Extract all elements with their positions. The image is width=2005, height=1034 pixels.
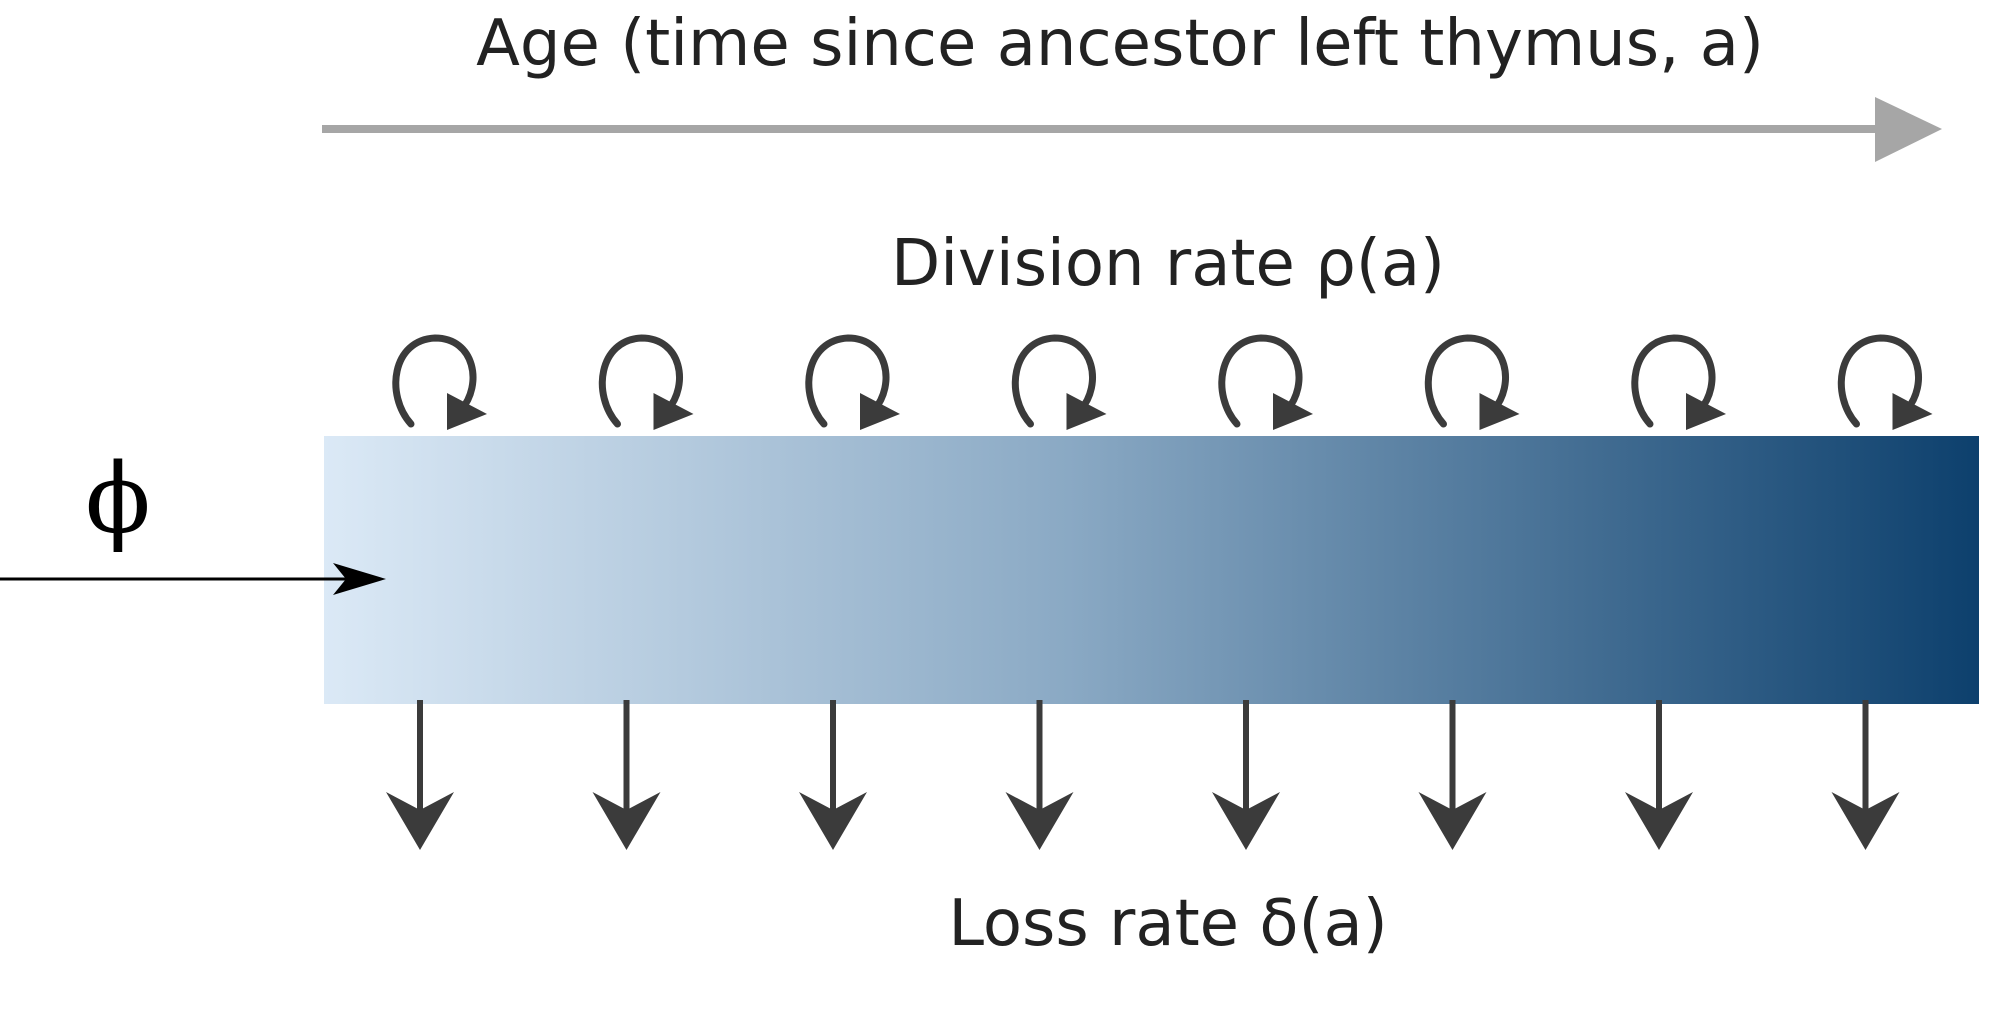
loss-arrow-head bbox=[799, 792, 867, 850]
division-loop-arrowhead bbox=[1273, 393, 1313, 430]
loss-arrow-head bbox=[592, 792, 661, 850]
age-axis-label: Age (time since ancestor left thymus, a) bbox=[476, 7, 1764, 81]
division-loop-arc bbox=[1631, 334, 1716, 428]
division-loop-icon bbox=[1218, 334, 1313, 430]
loss-arrow bbox=[799, 700, 867, 850]
influx-arrow-head bbox=[333, 563, 386, 595]
division-loop-icon bbox=[1631, 334, 1726, 430]
division-loop-arrowhead bbox=[653, 393, 694, 430]
loss-arrows bbox=[386, 700, 1900, 850]
division-loop-arrowhead bbox=[1066, 393, 1107, 430]
division-loop-arc bbox=[805, 334, 890, 428]
influx-arrow bbox=[0, 563, 386, 595]
division-loop-arrowhead bbox=[1479, 393, 1520, 430]
loss-arrow-head bbox=[1831, 792, 1900, 850]
loss-arrow-head bbox=[1212, 792, 1280, 850]
division-loop-icon bbox=[805, 334, 900, 430]
loss-arrow bbox=[1418, 700, 1487, 850]
influx-label: ϕ bbox=[85, 443, 150, 555]
division-loop-arc bbox=[1011, 334, 1096, 428]
age-axis-arrow bbox=[322, 97, 1942, 162]
loss-arrow bbox=[1005, 700, 1074, 850]
population-age-bar bbox=[324, 436, 1979, 704]
loss-arrow bbox=[1625, 700, 1693, 850]
division-loops bbox=[392, 334, 1933, 430]
division-loop-arrowhead bbox=[860, 393, 900, 430]
division-loop-arc bbox=[1424, 334, 1509, 428]
division-loop-arrowhead bbox=[1892, 393, 1933, 430]
division-loop-arc bbox=[1837, 334, 1922, 428]
loss-arrow-head bbox=[1625, 792, 1693, 850]
loss-arrow bbox=[592, 700, 661, 850]
division-loop-arrowhead bbox=[1686, 393, 1726, 430]
division-loop-icon bbox=[1011, 334, 1107, 430]
division-loop-icon bbox=[392, 334, 487, 430]
division-loop-icon bbox=[1424, 334, 1520, 430]
division-loop-arc bbox=[392, 334, 477, 428]
division-loop-icon bbox=[598, 334, 694, 430]
age-axis-arrow-head bbox=[1875, 97, 1942, 162]
division-loop-arc bbox=[598, 334, 683, 428]
loss-arrow-head bbox=[1418, 792, 1487, 850]
loss-arrow bbox=[1212, 700, 1280, 850]
loss-arrow-head bbox=[1005, 792, 1074, 850]
loss-arrow bbox=[386, 700, 454, 850]
loss-arrow bbox=[1831, 700, 1900, 850]
loss-rate-label: Loss rate δ(a) bbox=[948, 887, 1387, 961]
division-loop-arc bbox=[1218, 334, 1303, 428]
division-loop-arrowhead bbox=[447, 393, 487, 430]
division-rate-label: Division rate ρ(a) bbox=[891, 227, 1445, 301]
division-loop-icon bbox=[1837, 334, 1933, 430]
loss-arrow-head bbox=[386, 792, 454, 850]
